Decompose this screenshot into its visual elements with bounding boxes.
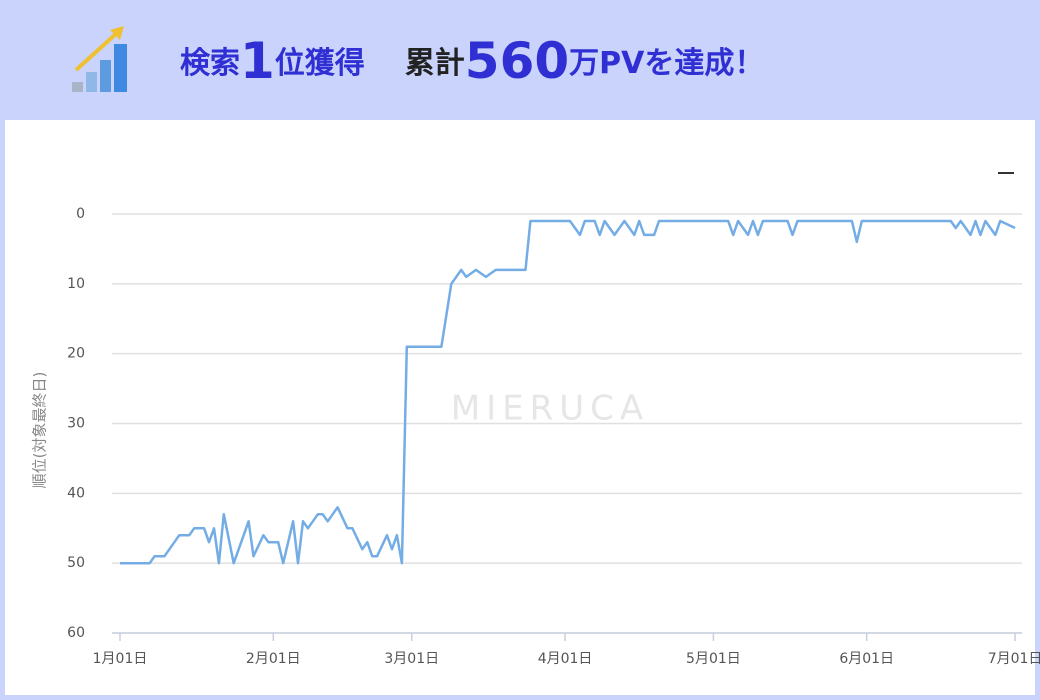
y-axis-label: 順位(対象最終日) bbox=[31, 372, 49, 489]
y-tick-label: 40 bbox=[67, 485, 85, 501]
watermark: MIERUCA bbox=[451, 389, 649, 429]
x-tick-label: 4月01日 bbox=[538, 651, 593, 667]
x-tick-label: 5月01日 bbox=[686, 651, 741, 667]
headline-part: 1 bbox=[240, 32, 275, 90]
y-tick-label: 50 bbox=[67, 555, 85, 571]
y-tick-label: 30 bbox=[67, 416, 85, 432]
line bbox=[120, 219, 1016, 565]
x-tick-label: 2月01日 bbox=[246, 651, 301, 667]
x-tick-label: 1月01日 bbox=[93, 651, 148, 667]
x-tick-label: 6月01日 bbox=[839, 651, 894, 667]
y-tick-label: 60 bbox=[67, 625, 85, 641]
headline-part: 位獲得 bbox=[275, 46, 365, 81]
x-tick-label: 3月01日 bbox=[384, 651, 439, 667]
headline-part: 累計 bbox=[405, 46, 465, 81]
headline: 検索1位獲得 累計560万PVを達成！ bbox=[180, 32, 764, 90]
chart-panel bbox=[5, 120, 1035, 695]
headline-part: 560 bbox=[465, 32, 569, 90]
headline-part: 検索 bbox=[180, 46, 240, 81]
x-tick-label: 7月01日 bbox=[988, 651, 1040, 667]
header-icon bbox=[72, 26, 127, 92]
y-tick-label: 10 bbox=[67, 276, 85, 292]
headline-part: 万PVを達成！ bbox=[569, 46, 764, 81]
y-tick-label: 0 bbox=[76, 206, 85, 222]
y-tick-label: 20 bbox=[67, 346, 85, 362]
